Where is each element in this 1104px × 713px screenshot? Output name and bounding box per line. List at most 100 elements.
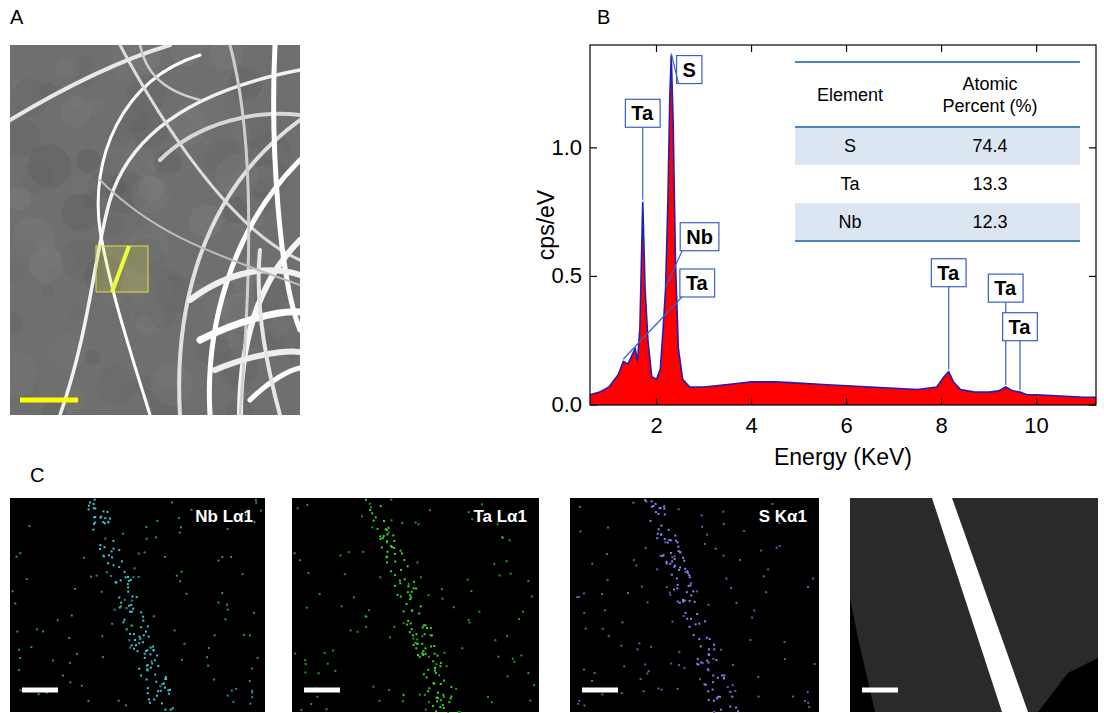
map-dot bbox=[165, 676, 167, 678]
sem-texture bbox=[55, 59, 74, 78]
map-noise bbox=[467, 579, 469, 581]
map-noise bbox=[435, 663, 437, 665]
map-dot bbox=[671, 574, 673, 576]
table-header-line: Element bbox=[817, 85, 883, 105]
map-noise bbox=[591, 563, 593, 565]
map-dot bbox=[150, 647, 152, 649]
map-dot bbox=[442, 704, 444, 706]
map-dot bbox=[144, 657, 146, 659]
map-dot bbox=[400, 550, 402, 552]
map-dot bbox=[120, 602, 122, 604]
map-noise bbox=[90, 576, 92, 578]
map-noise bbox=[468, 619, 470, 621]
map-noise bbox=[638, 642, 640, 644]
map-noise bbox=[661, 689, 663, 691]
panel-letter: B bbox=[597, 6, 610, 28]
map-noise bbox=[730, 587, 732, 589]
peak-leader bbox=[642, 127, 643, 200]
map-dot bbox=[450, 696, 452, 698]
map-noise bbox=[715, 548, 717, 550]
map-dot bbox=[120, 579, 122, 581]
map-noise bbox=[227, 609, 229, 611]
map-noise bbox=[657, 688, 659, 690]
map-dot bbox=[386, 556, 388, 558]
map-dot bbox=[690, 618, 692, 620]
map-dot bbox=[403, 611, 405, 613]
x-axis-title: Energy (KeV) bbox=[774, 444, 912, 470]
map-dot bbox=[146, 679, 148, 681]
map-dot bbox=[676, 578, 678, 580]
y-tick bbox=[590, 147, 597, 148]
map-dot bbox=[426, 676, 428, 678]
map-noise bbox=[319, 593, 321, 595]
map-dot bbox=[399, 582, 401, 584]
map-noise bbox=[601, 593, 603, 595]
map-dot bbox=[419, 656, 421, 658]
map-dot bbox=[154, 659, 156, 661]
map-dot bbox=[430, 645, 432, 647]
map-dot bbox=[145, 650, 147, 652]
map-noise bbox=[723, 678, 725, 680]
map-noise bbox=[233, 701, 235, 703]
map-noise bbox=[138, 553, 140, 555]
map-dot bbox=[131, 625, 133, 627]
map-noise bbox=[428, 594, 430, 596]
map-dot bbox=[128, 580, 130, 582]
peak-label: Ta bbox=[631, 102, 654, 124]
map-noise bbox=[727, 686, 729, 688]
map-dot bbox=[411, 610, 413, 612]
map-dot bbox=[695, 623, 697, 625]
map-noise bbox=[36, 628, 38, 630]
map-label: S Kα1 bbox=[759, 507, 807, 526]
spectrum-area bbox=[590, 55, 1096, 405]
map-noise bbox=[527, 672, 529, 674]
map-noise bbox=[96, 575, 98, 577]
map-noise bbox=[669, 594, 671, 596]
map-noise bbox=[645, 547, 647, 549]
map-noise bbox=[156, 520, 158, 522]
map-noise bbox=[647, 601, 649, 603]
map-noise bbox=[419, 694, 421, 696]
map-noise bbox=[181, 571, 183, 573]
map-noise bbox=[635, 564, 637, 566]
map-noise bbox=[379, 700, 381, 702]
map-dot bbox=[125, 576, 127, 578]
map-dot bbox=[721, 674, 723, 676]
map-dot bbox=[677, 584, 679, 586]
map-noise bbox=[134, 567, 136, 569]
peak-leader bbox=[666, 251, 683, 288]
map-dot bbox=[696, 663, 698, 665]
map-noise bbox=[213, 679, 215, 681]
x-tick-label: 10 bbox=[1024, 413, 1048, 438]
map-noise bbox=[208, 647, 210, 649]
map-dot bbox=[432, 660, 434, 662]
map-noise bbox=[531, 596, 533, 598]
map-noise bbox=[225, 618, 227, 620]
x-tick-label: 4 bbox=[745, 413, 757, 438]
map-dot bbox=[436, 697, 438, 699]
map-noise bbox=[621, 692, 623, 694]
map-noise bbox=[155, 536, 157, 538]
table-header-line: Percent (%) bbox=[942, 96, 1037, 116]
map-noise bbox=[701, 526, 703, 528]
map-noise bbox=[81, 685, 83, 687]
map-noise bbox=[207, 665, 209, 667]
map-dot bbox=[168, 693, 170, 695]
map-noise bbox=[757, 676, 759, 678]
image-ground bbox=[850, 498, 1098, 712]
y-tick-label: 0.5 bbox=[551, 263, 582, 288]
map-dot bbox=[103, 555, 105, 557]
map-dot bbox=[735, 707, 737, 709]
map-dot bbox=[658, 528, 660, 530]
map-noise bbox=[520, 654, 522, 656]
map-dot bbox=[437, 655, 439, 657]
map-noise bbox=[18, 649, 20, 651]
map-noise bbox=[12, 590, 14, 592]
map-dot bbox=[716, 698, 718, 700]
map-noise bbox=[402, 700, 404, 702]
x-tick bbox=[751, 398, 752, 405]
map-noise bbox=[510, 573, 512, 575]
map-dot bbox=[731, 696, 733, 698]
map-dot bbox=[690, 594, 692, 596]
x-tick bbox=[1036, 398, 1037, 405]
